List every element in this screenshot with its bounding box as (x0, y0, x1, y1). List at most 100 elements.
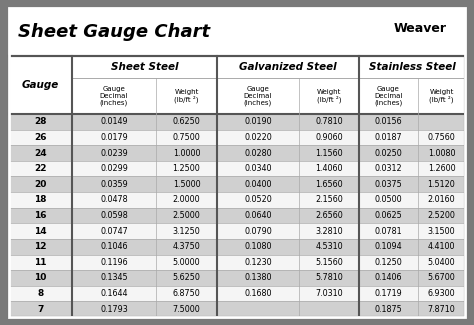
Bar (9, 130, 465, 145)
Text: 5.6700: 5.6700 (428, 273, 456, 282)
Text: 14: 14 (34, 227, 47, 236)
Text: 0.0640: 0.0640 (244, 211, 272, 220)
Text: Gauge
Decimal
(inches): Gauge Decimal (inches) (244, 86, 272, 106)
Text: 0.0790: 0.0790 (244, 227, 272, 236)
Text: 0.1046: 0.1046 (100, 242, 128, 251)
Text: 0.0520: 0.0520 (244, 195, 272, 204)
Text: 1.0000: 1.0000 (173, 149, 200, 158)
Text: 5.0400: 5.0400 (428, 258, 456, 267)
Text: 0.1875: 0.1875 (374, 305, 402, 314)
Text: 0.1196: 0.1196 (100, 258, 128, 267)
Text: 2.6560: 2.6560 (315, 211, 343, 220)
Text: 0.0375: 0.0375 (374, 180, 402, 189)
Text: Stainless Steel: Stainless Steel (369, 62, 456, 72)
Text: Gauge
Decimal
(inches): Gauge Decimal (inches) (100, 86, 128, 106)
Text: 5.6250: 5.6250 (173, 273, 201, 282)
Text: 4.4100: 4.4100 (428, 242, 455, 251)
Text: 0.1644: 0.1644 (100, 289, 128, 298)
Text: 0.7560: 0.7560 (428, 133, 456, 142)
Text: 0.0312: 0.0312 (374, 164, 402, 173)
Text: 0.0220: 0.0220 (244, 133, 272, 142)
Text: 7.8710: 7.8710 (428, 305, 456, 314)
Text: 1.2500: 1.2500 (173, 164, 201, 173)
Text: 2.0000: 2.0000 (173, 195, 201, 204)
Text: 0.0179: 0.0179 (100, 133, 128, 142)
Text: 0.0190: 0.0190 (244, 117, 272, 126)
Text: 5.0000: 5.0000 (173, 258, 201, 267)
Text: 4.3750: 4.3750 (173, 242, 201, 251)
Text: 11: 11 (34, 258, 47, 267)
Bar (9, 192, 465, 208)
Text: 3.1250: 3.1250 (173, 227, 201, 236)
Text: 0.0359: 0.0359 (100, 180, 128, 189)
Text: 1.5120: 1.5120 (428, 180, 456, 189)
Text: 4.5310: 4.5310 (315, 242, 343, 251)
Text: Sheet Steel: Sheet Steel (111, 62, 178, 72)
Text: 0.0781: 0.0781 (374, 227, 402, 236)
Text: 0.1250: 0.1250 (374, 258, 402, 267)
Text: 1.1560: 1.1560 (315, 149, 343, 158)
Text: 0.6250: 0.6250 (173, 117, 201, 126)
Text: 0.9060: 0.9060 (315, 133, 343, 142)
Text: 0.1719: 0.1719 (374, 289, 402, 298)
Bar (9, 254, 465, 270)
Text: 1.4060: 1.4060 (315, 164, 343, 173)
Text: 20: 20 (34, 180, 46, 189)
Bar (9, 223, 465, 239)
Text: 2.5200: 2.5200 (428, 211, 456, 220)
Text: 2.5000: 2.5000 (173, 211, 201, 220)
Text: Gauge
Decimal
(inches): Gauge Decimal (inches) (374, 86, 403, 106)
Text: 0.1230: 0.1230 (244, 258, 272, 267)
Text: 0.0280: 0.0280 (244, 149, 272, 158)
Text: 7.5000: 7.5000 (173, 305, 201, 314)
Text: 0.0149: 0.0149 (100, 117, 128, 126)
Text: 2.0160: 2.0160 (428, 195, 456, 204)
Text: 1.6560: 1.6560 (315, 180, 343, 189)
Text: 7: 7 (37, 305, 44, 314)
Text: 22: 22 (34, 164, 47, 173)
Text: 0.1793: 0.1793 (100, 305, 128, 314)
Text: 10: 10 (34, 273, 46, 282)
Text: 1.5000: 1.5000 (173, 180, 201, 189)
Text: 0.1345: 0.1345 (100, 273, 128, 282)
Text: 0.0500: 0.0500 (374, 195, 402, 204)
Text: 0.0239: 0.0239 (100, 149, 128, 158)
Text: 0.7810: 0.7810 (315, 117, 343, 126)
Text: 0.0598: 0.0598 (100, 211, 128, 220)
Text: 0.0747: 0.0747 (100, 227, 128, 236)
Text: 0.0156: 0.0156 (374, 117, 402, 126)
Text: 6.9300: 6.9300 (428, 289, 456, 298)
Bar (9, 145, 465, 161)
Bar (9, 161, 465, 176)
Bar (9, 8, 465, 56)
Text: 6.8750: 6.8750 (173, 289, 201, 298)
Text: Sheet Gauge Chart: Sheet Gauge Chart (18, 23, 210, 41)
Bar (9, 208, 465, 223)
Text: Gauge: Gauge (22, 80, 59, 90)
Text: 3.2810: 3.2810 (315, 227, 343, 236)
Bar (9, 176, 465, 192)
Bar (9, 56, 465, 317)
Text: 0.0625: 0.0625 (374, 211, 402, 220)
Text: 2.1560: 2.1560 (315, 195, 343, 204)
Text: 1.0080: 1.0080 (428, 149, 455, 158)
Text: 16: 16 (34, 211, 47, 220)
Text: 7.0310: 7.0310 (315, 289, 343, 298)
Text: 0.0400: 0.0400 (244, 180, 272, 189)
Text: 1.2600: 1.2600 (428, 164, 456, 173)
Text: 24: 24 (34, 149, 47, 158)
Text: 0.1094: 0.1094 (374, 242, 402, 251)
Text: 0.0478: 0.0478 (100, 195, 128, 204)
Text: 0.1406: 0.1406 (375, 273, 402, 282)
Text: 0.0250: 0.0250 (374, 149, 402, 158)
Text: 0.7500: 0.7500 (173, 133, 201, 142)
Bar (9, 270, 465, 286)
Bar (9, 286, 465, 301)
Text: 0.1080: 0.1080 (244, 242, 272, 251)
Bar (9, 56, 465, 114)
Text: 28: 28 (34, 117, 47, 126)
Text: 0.1680: 0.1680 (244, 289, 272, 298)
Text: 18: 18 (34, 195, 47, 204)
Text: Galvanized Steel: Galvanized Steel (239, 62, 337, 72)
Text: Weight
(lb/ft ²): Weight (lb/ft ²) (174, 89, 199, 103)
